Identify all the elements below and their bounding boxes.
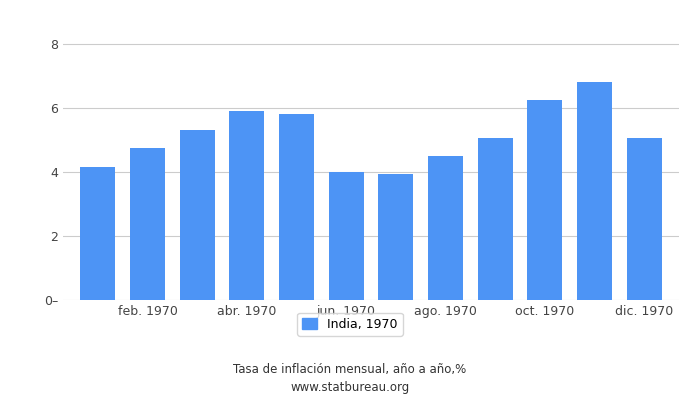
Bar <box>428 156 463 300</box>
Bar <box>80 167 116 300</box>
Legend: India, 1970: India, 1970 <box>298 313 402 336</box>
Bar <box>379 174 413 300</box>
Text: www.statbureau.org: www.statbureau.org <box>290 382 410 394</box>
Bar <box>180 130 214 300</box>
Bar <box>329 172 363 300</box>
Bar <box>626 138 662 300</box>
Text: Tasa de inflación mensual, año a año,%: Tasa de inflación mensual, año a año,% <box>233 364 467 376</box>
Bar <box>130 148 164 300</box>
Bar <box>578 82 612 300</box>
Bar <box>279 114 314 300</box>
Bar <box>478 138 512 300</box>
Bar <box>230 111 264 300</box>
Bar <box>528 100 562 300</box>
